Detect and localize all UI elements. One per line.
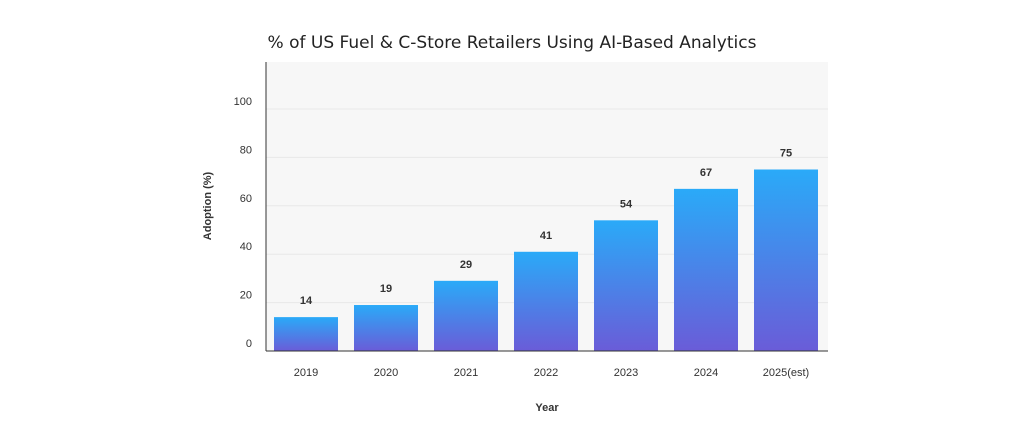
x-tick-label: 2023: [614, 367, 638, 379]
bar: [514, 251, 578, 351]
bar-value-label: 19: [380, 283, 392, 295]
bar: [274, 317, 338, 351]
x-tick-label: 2020: [374, 367, 398, 379]
bar: [354, 305, 418, 351]
y-tick-label: 20: [240, 290, 252, 302]
bar-value-label: 41: [540, 230, 552, 242]
x-tick-label: 2022: [534, 367, 558, 379]
bar: [594, 220, 658, 351]
y-tick-label: 0: [246, 338, 252, 350]
y-tick-label: 40: [240, 241, 252, 253]
bars: [274, 169, 818, 351]
y-axis-title: Adoption (%): [202, 171, 214, 240]
bar: [754, 169, 818, 351]
bar-value-label: 54: [620, 198, 633, 210]
y-tick-label: 100: [234, 96, 252, 108]
bar-value-label: 67: [700, 167, 712, 179]
bar: [674, 188, 738, 351]
data-labels: 14 19 29 41 54 67 75: [300, 148, 792, 308]
y-tick-labels: 0 20 40 60 80 100: [234, 96, 252, 350]
x-tick-label: 2021: [454, 367, 478, 379]
x-tick-label: 2024: [694, 367, 718, 379]
y-tick-label: 60: [240, 193, 252, 205]
y-tick-label: 80: [240, 144, 252, 156]
bar-value-label: 29: [460, 259, 472, 271]
x-tick-label: 2019: [294, 367, 318, 379]
bar: [434, 280, 498, 351]
bar-value-label: 75: [780, 148, 792, 160]
chart-title: % of US Fuel & C-Store Retailers Using A…: [268, 33, 757, 53]
x-axis-title: Year: [535, 402, 559, 414]
x-tick-labels: 2019 2020 2021 2022 2023 2024 2025(est): [294, 367, 809, 379]
bar-value-label: 14: [300, 295, 313, 307]
x-tick-label: 2025(est): [763, 367, 809, 379]
